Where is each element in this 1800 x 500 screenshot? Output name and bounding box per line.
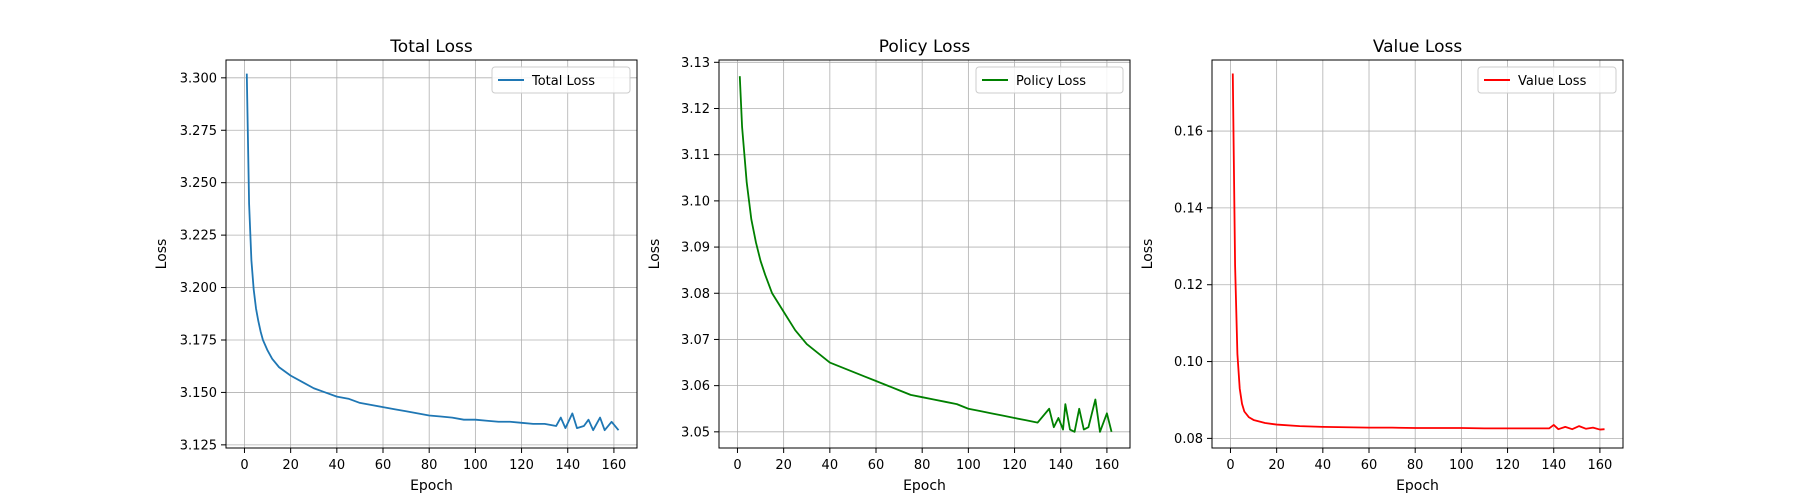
x-tick-label: 100 — [956, 458, 981, 473]
y-tick-label: 3.150 — [180, 386, 217, 401]
x-tick-label: 60 — [868, 458, 885, 473]
chart-panel-3: 0 20 40 60 80 100 120 140 160 0.08 0.10 0.12 0.14 0.1… — [1140, 37, 1624, 494]
legend: Policy Loss — [975, 66, 1124, 94]
x-tick-label: 40 — [822, 458, 839, 473]
y-tick-label: 3.275 — [180, 124, 217, 139]
x-tick-label: 20 — [282, 458, 299, 473]
series-line — [738, 76, 1113, 433]
x-tick-label: 80 — [914, 458, 931, 473]
y-tick-label: 3.125 — [180, 438, 217, 453]
y-tick-label: 0.08 — [1174, 432, 1203, 447]
x-tick-label: 60 — [375, 458, 392, 473]
legend: Total Loss — [491, 66, 631, 94]
y-axis-label: Loss — [647, 239, 663, 270]
x-tick-label: 0 — [240, 458, 248, 473]
legend: Value Loss — [1477, 66, 1617, 94]
plot-frame — [718, 59, 1131, 449]
x-tick-label: 0 — [733, 458, 741, 473]
y-tick-label: 3.225 — [180, 229, 217, 244]
x-axis-label: Epoch — [903, 478, 946, 494]
legend-label: Total Loss — [531, 74, 595, 89]
y-tick-label: 3.200 — [180, 281, 217, 296]
chart-panel-2: 0 20 40 60 80 100 120 140 160 3.05 3.06 3.07 3.08 3.0… — [647, 37, 1131, 494]
chart-title: Value Loss — [1373, 37, 1463, 57]
x-tick-label: 100 — [463, 458, 488, 473]
x-tick-label: 140 — [555, 458, 580, 473]
x-tick-label: 20 — [1268, 458, 1285, 473]
x-tick-label: 120 — [509, 458, 534, 473]
x-tick-label: 80 — [421, 458, 438, 473]
chart-panel-1: 0 20 40 60 80 100 120 140 160 3.125 3.150 3.175 3.20… — [154, 37, 638, 494]
y-tick-label: 3.11 — [681, 148, 710, 163]
legend-box — [1477, 66, 1617, 94]
y-tick-label: 0.14 — [1174, 201, 1203, 216]
y-axis-label: Loss — [154, 239, 170, 270]
x-tick-label: 160 — [601, 458, 626, 473]
y-tick-label: 0.10 — [1174, 355, 1203, 370]
x-tick-label: 40 — [1315, 458, 1332, 473]
x-tick-label: 120 — [1002, 458, 1027, 473]
legend-box — [491, 66, 631, 94]
series-line — [245, 73, 620, 432]
y-axis-label: Loss — [1140, 239, 1156, 270]
y-tick-label: 3.09 — [681, 241, 710, 256]
y-tick-label: 3.300 — [180, 71, 217, 86]
x-tick-label: 140 — [1048, 458, 1073, 473]
series-line — [1231, 73, 1605, 431]
y-tick-label: 3.10 — [681, 194, 710, 209]
x-tick-label: 160 — [1094, 458, 1119, 473]
x-axis-label: Epoch — [410, 478, 453, 494]
x-tick-label: 20 — [775, 458, 792, 473]
legend-label: Value Loss — [1518, 74, 1587, 89]
y-tick-label: 0.16 — [1174, 125, 1203, 140]
y-tick-label: 3.12 — [681, 102, 710, 117]
y-tick-label: 3.250 — [180, 176, 217, 191]
plot-frame — [225, 59, 638, 449]
y-tick-label: 0.12 — [1174, 278, 1203, 293]
x-tick-label: 80 — [1407, 458, 1424, 473]
legend-label: Policy Loss — [1016, 74, 1086, 89]
x-tick-label: 140 — [1541, 458, 1566, 473]
y-tick-label: 3.07 — [681, 333, 710, 348]
x-axis-label: Epoch — [1396, 478, 1439, 494]
x-tick-label: 60 — [1361, 458, 1378, 473]
x-tick-label: 100 — [1449, 458, 1474, 473]
x-tick-label: 120 — [1495, 458, 1520, 473]
x-tick-label: 160 — [1587, 458, 1612, 473]
y-tick-label: 3.08 — [681, 287, 710, 302]
legend-box — [975, 66, 1124, 94]
chart-title: Policy Loss — [879, 37, 971, 57]
x-tick-label: 40 — [329, 458, 346, 473]
y-tick-label: 3.13 — [681, 56, 710, 71]
y-tick-label: 3.05 — [681, 425, 710, 440]
plot-frame — [1211, 59, 1624, 449]
y-tick-label: 3.175 — [180, 333, 217, 348]
chart-title: Total Loss — [389, 37, 473, 57]
x-tick-label: 0 — [1226, 458, 1234, 473]
y-tick-label: 3.06 — [681, 379, 710, 394]
